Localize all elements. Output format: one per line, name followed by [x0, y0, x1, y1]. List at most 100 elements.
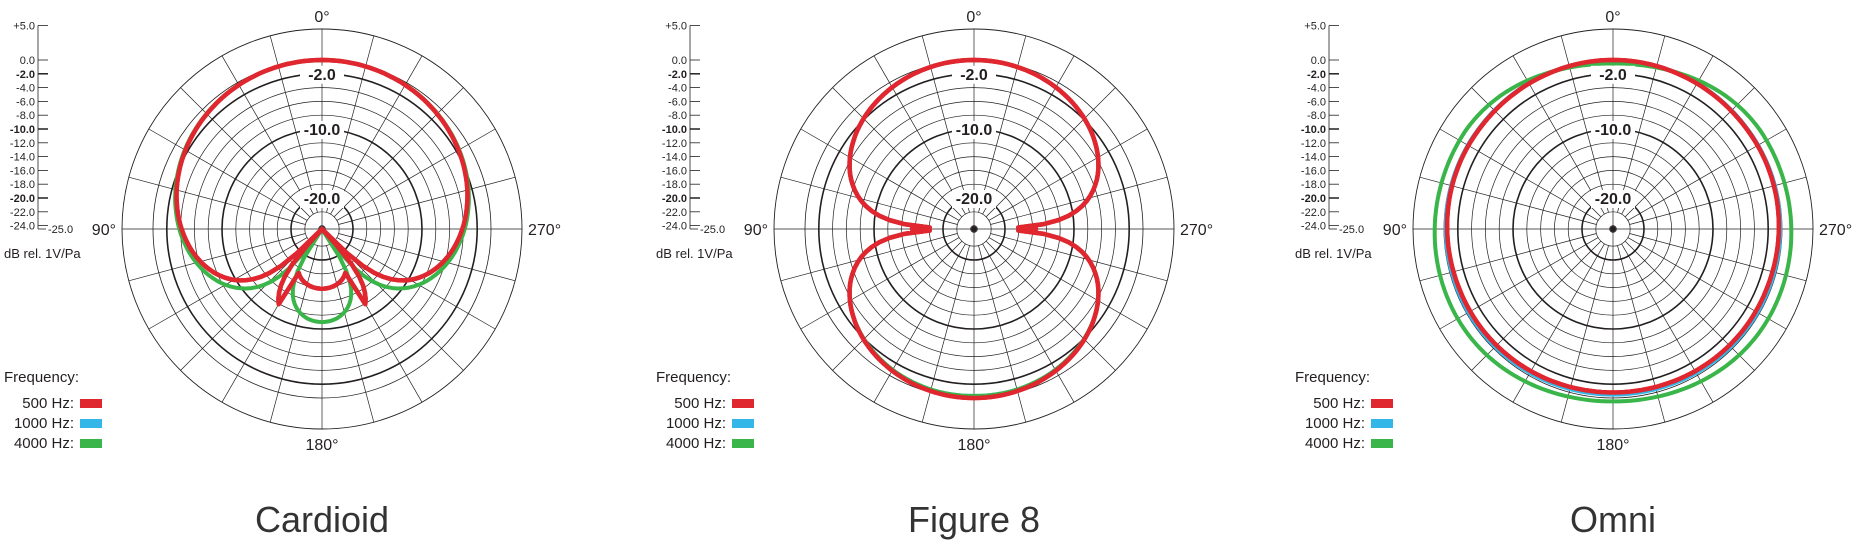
- polar-panel-3: -2.0 -10.0 -20.0 0° 90° 180° 270° +5.0 0.0 -2.0 -4…: [1295, 9, 1852, 540]
- polar-spoke: [1629, 176, 1807, 225]
- legend-title: Frequency:: [656, 369, 731, 386]
- legend-label-2: 1000 Hz:: [1305, 415, 1365, 432]
- scale-tick-label: -6.0: [1307, 96, 1326, 108]
- legend: Frequency: 500 Hz: 1000 Hz: 4000 Hz:: [4, 369, 102, 452]
- legend-label-1: 500 Hz:: [1313, 395, 1365, 412]
- scale-tick-label: -22.0: [10, 207, 35, 219]
- polar-spoke: [1439, 237, 1599, 330]
- scale-tick-label: -16.0: [662, 165, 687, 177]
- polar-series-group: [173, 57, 471, 325]
- scale-tick-label: -4.0: [1307, 83, 1326, 95]
- scale-tick-label: +5.0: [1304, 21, 1326, 33]
- scale-tick-label: -14.0: [662, 152, 687, 164]
- legend-title: Frequency:: [1295, 369, 1370, 386]
- polar-spoke: [180, 87, 311, 218]
- scale-tick-label: +5.0: [13, 21, 35, 33]
- polar-spoke: [221, 55, 314, 215]
- legend-label-1: 500 Hz:: [674, 395, 726, 412]
- scale-tick-label: -12.0: [10, 138, 35, 150]
- angle-label-90: 90°: [92, 222, 116, 239]
- polar-spoke: [148, 237, 308, 330]
- ring-4db: [1471, 87, 1755, 371]
- ring-8db: [207, 114, 437, 344]
- legend-label-3: 4000 Hz:: [1305, 435, 1365, 452]
- legend-label-3: 4000 Hz:: [14, 435, 74, 452]
- legend-swatch-1: [732, 399, 754, 408]
- ring-label-bg: [1591, 190, 1635, 208]
- outer-ring: [1412, 28, 1814, 430]
- polar-spoke: [269, 245, 318, 423]
- legend-title: Frequency:: [4, 369, 79, 386]
- angle-label-180: 180°: [1596, 437, 1629, 454]
- scale-tick-label: -22.0: [1301, 207, 1326, 219]
- polar-spoke: [333, 87, 464, 218]
- scale-tick-label: -8.0: [1307, 110, 1326, 122]
- series-curve-1-top: [1444, 57, 1782, 395]
- scale-tick-label: -25.0: [700, 224, 725, 236]
- ring-6db: [846, 101, 1102, 357]
- polar-spoke: [985, 87, 1116, 218]
- scale-tick-label: -4.0: [16, 83, 35, 95]
- ring-24db: [1609, 225, 1617, 233]
- scale-tick-label: -18.0: [1301, 179, 1326, 191]
- ring-12db: [235, 142, 409, 316]
- outer-ring: [121, 28, 523, 430]
- ring-label-bg: [300, 190, 344, 208]
- ring-label-bg: [1591, 65, 1635, 84]
- polar-spoke: [982, 55, 1075, 215]
- ring-6db: [1485, 101, 1741, 357]
- ring-8db: [1498, 114, 1728, 344]
- ring-16db: [1554, 170, 1672, 288]
- scale-tick-label: -22.0: [662, 207, 687, 219]
- polar-series-group: [1432, 57, 1794, 404]
- scale-tick-label: -12.0: [662, 138, 687, 150]
- scale-tick-label: -10.0: [662, 124, 687, 136]
- polar-series-group: [847, 57, 1101, 401]
- scale-tick-label: 0.0: [1311, 55, 1326, 67]
- angle-label-270: 270°: [1819, 222, 1852, 239]
- unit-label: dB rel. 1V/Pa: [1295, 246, 1372, 261]
- ring-label-bg: [1591, 121, 1635, 139]
- legend-swatch-3: [80, 439, 102, 448]
- angle-label-0: 0°: [1605, 9, 1620, 26]
- outer-ring: [773, 28, 1175, 430]
- polar-spoke: [832, 87, 963, 218]
- polar-spoke: [1560, 245, 1609, 423]
- ring-label-bg: [952, 190, 996, 208]
- polar-spoke: [832, 240, 963, 371]
- scale-tick-label: -24.0: [1301, 221, 1326, 233]
- angle-label-0: 0°: [314, 9, 329, 26]
- polar-panel-1: -2.0 -10.0 -20.0 0° 90° 180° 270° +5.0 0.0 -2.0 -4…: [4, 9, 561, 540]
- scale-tick-label: +5.0: [665, 21, 687, 33]
- scale-tick-label: -2.0: [16, 69, 35, 81]
- center-dot: [971, 226, 977, 232]
- ring-label: -10.0: [304, 122, 341, 139]
- angle-label-180: 180°: [957, 437, 990, 454]
- angle-label-270: 270°: [1180, 222, 1213, 239]
- chart-title: Figure 8: [908, 499, 1040, 540]
- scale-tick-label: -16.0: [10, 165, 35, 177]
- ring-4db: [832, 87, 1116, 371]
- polar-spoke: [873, 243, 966, 403]
- scale-tick-label: -24.0: [10, 221, 35, 233]
- polar-spoke: [1627, 237, 1787, 330]
- polar-panel-2: -2.0 -10.0 -20.0 0° 90° 180° 270° +5.0 0.0 -2.0 -4…: [656, 9, 1213, 540]
- polar-spoke: [338, 233, 516, 282]
- scale-tick-label: -25.0: [1339, 224, 1364, 236]
- ring-label-bg: [300, 65, 344, 84]
- ring-label-bg: [952, 65, 996, 84]
- polar-spoke: [990, 176, 1168, 225]
- angle-label-270: 270°: [528, 222, 561, 239]
- polar-spoke: [988, 237, 1148, 330]
- polar-spoke: [800, 237, 960, 330]
- polar-spoke: [780, 176, 958, 225]
- polar-spoke: [982, 243, 1075, 403]
- ring-label: -10.0: [956, 122, 993, 139]
- scale-tick-label: -6.0: [668, 96, 687, 108]
- polar-spoke: [873, 55, 966, 215]
- ring-18db: [1567, 183, 1659, 275]
- legend: Frequency: 500 Hz: 1000 Hz: 4000 Hz:: [1295, 369, 1393, 452]
- polar-spoke: [800, 128, 960, 221]
- polar-spoke: [330, 55, 423, 215]
